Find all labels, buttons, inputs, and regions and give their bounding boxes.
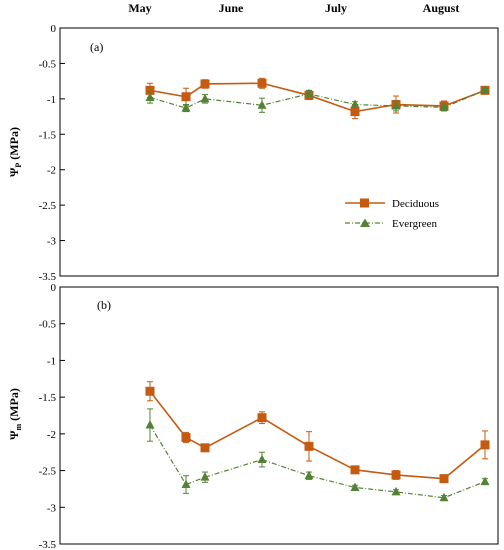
panel-b-label: (b) — [97, 298, 111, 312]
panel-a-ytick-label: -3.5 — [39, 271, 57, 283]
panel-b-ytick-label: -2.5 — [39, 466, 57, 478]
panel-b-evergreen-point — [350, 482, 360, 491]
month-label-june: June — [219, 1, 244, 15]
panel-b-ylabel: Ψm (MPa) — [7, 388, 23, 440]
panel-a-deciduous-point — [257, 78, 267, 88]
panel-b-evergreen-point — [145, 420, 155, 429]
panel-b: (b) Ψm (MPa) 0 -0.5 -1 -1.5 -2 -2.5 -3 -3.5 — [7, 282, 499, 550]
panel-b-ytick-label: -0.5 — [39, 319, 57, 331]
panel-b-deciduous-point — [391, 470, 401, 480]
month-label-august: August — [423, 1, 460, 15]
legend-deciduous-label: Deciduous — [392, 198, 439, 210]
panel-b-evergreen-point — [257, 454, 267, 464]
panel-b-ytick-label: -1.5 — [39, 392, 57, 404]
panel-a-deciduous-point — [181, 92, 191, 102]
panel-b-deciduous-point — [480, 440, 490, 450]
panel-b-deciduous-point — [181, 433, 191, 443]
panel-b-ytick-label: -3.5 — [39, 539, 57, 550]
panel-b-deciduous-point — [257, 413, 267, 423]
panel-b-evergreen-point — [391, 486, 401, 496]
panel-a-frame — [59, 27, 499, 277]
panel-b-evergreen-point — [304, 470, 314, 480]
month-label-may: May — [128, 1, 151, 15]
legend: Deciduous Evergreen — [345, 198, 439, 230]
legend-deciduous-marker — [360, 198, 369, 208]
panel-b-frame — [59, 286, 499, 545]
panel-a-deciduous-point — [350, 107, 360, 117]
panel-a-ytick-label: 0 — [51, 23, 57, 35]
panel-a: (a) ΨP (MPa) 0 -0.5 -1 -1.5 -2 -2.5 -3 -3.5 Dec… — [7, 23, 499, 283]
panel-a-evergreen-point — [257, 100, 267, 109]
panel-b-ylabel-unit: (MPa) — [7, 388, 21, 424]
panel-a-label: (a) — [90, 40, 103, 54]
panel-a-ytick-label: -3 — [47, 236, 57, 248]
panel-b-ylabel-main: Ψ — [7, 430, 21, 440]
panel-a-ylabel: ΨP (MPa) — [7, 127, 23, 177]
panel-b-deciduous-point — [145, 386, 155, 396]
panel-b-ytick-label: -2 — [47, 429, 56, 441]
panel-b-evergreen-line — [149, 424, 486, 499]
panel-a-evergreen-point — [181, 103, 191, 112]
panel-a-ylabel-main: Ψ — [7, 167, 21, 177]
panel-a-evergreen-point — [304, 88, 314, 98]
panel-b-yaxis: 0 -0.5 -1 -1.5 -2 -2.5 -3 -3.5 — [39, 282, 65, 550]
panel-a-evergreen-point — [145, 92, 155, 101]
panel-a-ytick-label: -2 — [47, 165, 56, 177]
panel-a-ylabel-sub: P — [14, 163, 23, 168]
panel-a-ytick-label: -2.5 — [39, 200, 57, 212]
panel-b-evergreen-point — [181, 479, 191, 489]
panel-a-evergreen-point — [480, 85, 490, 94]
panel-b-deciduous-point — [304, 441, 314, 451]
panel-a-ytick-label: -0.5 — [39, 58, 57, 70]
panel-a-deciduous-point — [200, 79, 210, 89]
legend-evergreen-marker — [360, 218, 370, 227]
panel-b-deciduous-point — [200, 443, 210, 453]
panel-a-evergreen-point — [439, 102, 449, 111]
panel-b-ytick-label: -3 — [47, 502, 57, 514]
panel-b-deciduous-point — [439, 474, 449, 484]
panel-b-evergreen-point — [480, 476, 490, 486]
panel-b-evergreen-point — [200, 472, 210, 481]
panel-a-ytick-label: -1 — [47, 94, 56, 106]
panel-b-ytick-label: 0 — [51, 282, 57, 294]
panel-b-deciduous-line — [149, 390, 486, 480]
panel-b-ytick-label: -1 — [47, 355, 56, 367]
panel-a-evergreen-point — [391, 100, 401, 110]
panel-a-evergreen-point — [200, 93, 210, 103]
legend-evergreen-label: Evergreen — [392, 218, 437, 230]
panel-b-ylabel-sub: m — [14, 423, 23, 430]
panel-a-ytick-label: -1.5 — [39, 129, 57, 141]
panel-b-evergreen-point — [439, 492, 449, 502]
panel-b-series — [145, 381, 490, 502]
panel-b-deciduous-point — [350, 465, 360, 475]
panel-a-series — [145, 77, 490, 120]
panel-a-evergreen-point — [350, 99, 360, 109]
panel-a-ylabel-unit: (MPa) — [7, 127, 21, 163]
panel-a-yaxis: 0 -0.5 -1 -1.5 -2 -2.5 -3 -3.5 — [39, 23, 65, 283]
panel-a-deciduous-point — [145, 85, 155, 95]
month-label-july: July — [325, 1, 347, 15]
